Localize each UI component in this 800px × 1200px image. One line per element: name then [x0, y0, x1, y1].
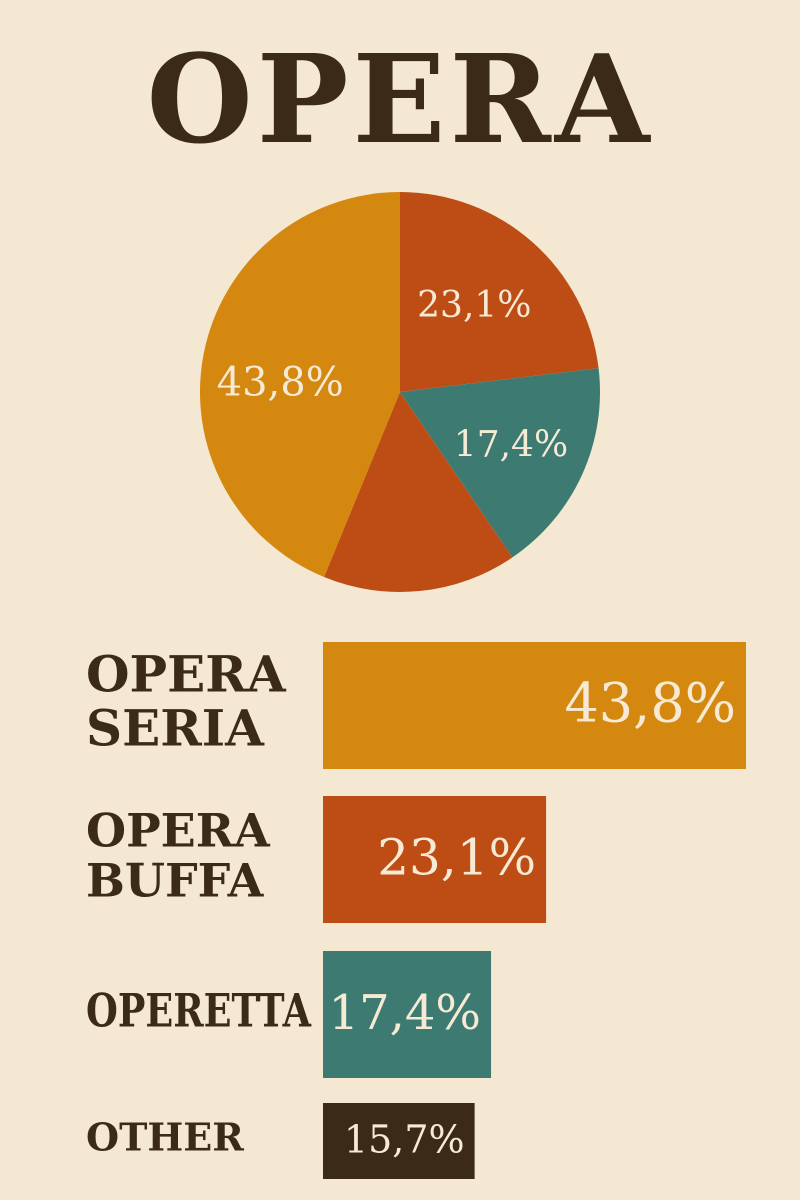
pie-chart: 23,1% 17,4% 43,8%	[199, 191, 600, 592]
bar-value-label: 23,1%	[377, 829, 536, 887]
bar	[323, 796, 547, 923]
bar-category-label: BUFFA	[86, 853, 265, 907]
bar-value-label: 17,4%	[329, 985, 481, 1041]
chart-title: OPERA	[146, 27, 654, 171]
bar-category-label: OTHER	[86, 1115, 244, 1160]
pie-slice-label: 23,1%	[417, 285, 531, 326]
bar-value-label: 43,8%	[564, 672, 736, 735]
pie-slice	[324, 392, 513, 592]
pie-slice	[400, 192, 599, 392]
bar	[323, 1103, 475, 1179]
bar	[323, 951, 492, 1078]
pie-slice-label: 17,4%	[454, 424, 568, 465]
bar-category-label: OPERA	[86, 804, 271, 858]
pie-slice-label: 43,8%	[217, 359, 344, 405]
bar-chart: 43,8%OPERASERIA23,1%OPERABUFFA17,4%OPERE…	[86, 642, 746, 1179]
bar	[323, 642, 746, 769]
bar-category-label: SERIA	[86, 699, 265, 758]
bar-value-label: 15,7%	[344, 1118, 465, 1162]
bar-category-label: OPERA	[86, 645, 287, 704]
bar-category-label: OPERETTA	[86, 984, 312, 1038]
pie-slice	[199, 191, 400, 578]
pie-slice	[400, 368, 600, 558]
